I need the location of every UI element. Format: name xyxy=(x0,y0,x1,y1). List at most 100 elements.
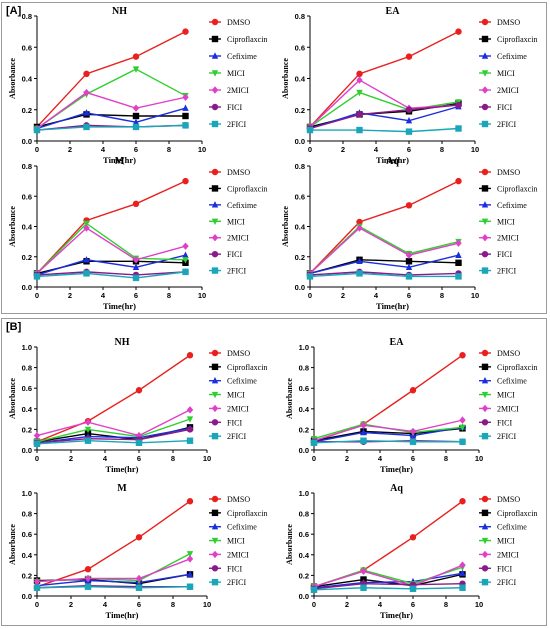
series-line-fici xyxy=(313,582,463,590)
legend-marker xyxy=(211,52,219,59)
legend-marker xyxy=(481,218,489,225)
data-point-cefixime xyxy=(356,257,363,264)
legend-label: Cefixime xyxy=(227,201,257,210)
legend-marker xyxy=(481,168,489,176)
legend-marker xyxy=(211,349,219,357)
x-tick-label: 10 xyxy=(471,291,479,300)
x-tick-label: 4 xyxy=(101,145,106,154)
data-point-fici xyxy=(405,106,413,113)
y-tick-label: 0.4 xyxy=(22,551,33,560)
data-point-2fici xyxy=(33,440,41,448)
x-tick-label: 8 xyxy=(171,600,175,609)
series-line-fici xyxy=(36,271,186,276)
data-point-2fici xyxy=(310,586,318,594)
data-point-2fici xyxy=(409,585,417,592)
x-tick-label: 4 xyxy=(374,145,379,154)
data-point-2mici xyxy=(409,427,417,436)
legend-label: 2FICI xyxy=(227,267,246,276)
legend: DMSO Ciproflaxcin Cefixime MICI 2MICI FICI 2FI… xyxy=(479,349,537,441)
series-line-fici xyxy=(309,104,459,130)
data-point-cefixime xyxy=(459,569,466,577)
legend-marker xyxy=(481,404,489,413)
y-tick-label: 0.8 xyxy=(295,162,305,171)
series-line-2mici xyxy=(309,227,459,274)
series-line-2mici xyxy=(36,409,191,437)
legend-label: DMSO xyxy=(497,18,520,27)
y-tick-label: 0.6 xyxy=(22,530,32,539)
panel-a: [A] xyxy=(1,2,547,314)
series-line-mici xyxy=(36,418,191,443)
legend-label: Cefixime xyxy=(497,52,527,61)
legend: DMSO Ciproflaxcin Cefixime MICI 2MICI FICI 2FI… xyxy=(479,168,537,276)
data-point-mici xyxy=(186,551,194,558)
legend-marker xyxy=(211,509,219,517)
y-tick-label: 0.2 xyxy=(22,571,32,580)
chart-title: NH xyxy=(112,6,127,17)
data-point-2fici xyxy=(135,439,143,446)
data-point-2mici xyxy=(360,421,367,429)
data-point-2mici xyxy=(459,561,466,569)
legend-marker xyxy=(211,363,219,371)
legend-label: 2MICI xyxy=(497,86,519,95)
y-tick-label: 0.6 xyxy=(295,192,305,201)
x-tick-label: 4 xyxy=(103,454,108,463)
data-point-2mici xyxy=(33,577,41,586)
data-point-mici xyxy=(182,257,189,264)
y-tick-label: 0.4 xyxy=(22,405,33,414)
series-line-2fici xyxy=(36,271,186,279)
series-line-2fici xyxy=(310,127,459,133)
x-tick-label: 2 xyxy=(68,145,72,154)
legend-marker xyxy=(481,18,489,26)
legend-marker xyxy=(481,377,489,384)
legend-marker xyxy=(481,52,489,59)
y-tick-label: 0.4 xyxy=(299,405,310,414)
legend-label: Ciproflaxcin xyxy=(497,363,537,372)
legend: DMSO Ciproflaxcin Cefixime MICI 2MICI FICI 2FI… xyxy=(209,18,267,129)
y-tick-label: 1.0 xyxy=(299,343,309,352)
x-tick-label: 10 xyxy=(198,145,206,154)
chart-title: Aq xyxy=(390,483,403,494)
y-tick-label: 0.0 xyxy=(299,592,309,601)
series-line-cefixime xyxy=(313,572,463,589)
data-point-ciproflaxcin xyxy=(455,259,462,266)
legend-label: Cefixime xyxy=(227,52,257,61)
legend-marker xyxy=(211,377,219,384)
x-tick-label: 8 xyxy=(444,454,448,463)
legend-marker xyxy=(481,537,489,545)
legend-marker xyxy=(481,419,489,426)
legend-label: Ciproflaxcin xyxy=(227,363,267,372)
legend-label: MICI xyxy=(227,537,245,546)
data-point-dmso xyxy=(356,70,363,78)
legend-label: 2MICI xyxy=(497,404,519,413)
legend-marker xyxy=(481,250,489,258)
legend-marker xyxy=(211,432,219,440)
data-point-cefixime xyxy=(405,263,413,271)
chart-a-aq: Aq 0.0 0.2 0.4 0.6 0.8 0 2 4 6 8 10 Time(hr) Absorban… xyxy=(281,156,537,311)
x-tick-label: 6 xyxy=(407,291,411,300)
y-tick-label: 0.8 xyxy=(299,510,309,519)
y-tick-label: 0.2 xyxy=(22,106,32,115)
legend-marker xyxy=(211,168,219,176)
legend-label: Ciproflaxcin xyxy=(497,35,537,44)
series-line-2fici xyxy=(36,586,191,589)
y-tick-label: 0.0 xyxy=(22,592,32,601)
x-tick-label: 4 xyxy=(378,454,383,463)
x-tick-label: 8 xyxy=(167,145,171,154)
panel-b-label: [B] xyxy=(6,321,22,333)
y-tick-label: 1.0 xyxy=(22,343,32,352)
legend-label: MICI xyxy=(497,217,515,226)
x-tick-label: 10 xyxy=(203,600,211,609)
data-point-cefixime xyxy=(83,256,90,263)
x-tick-label: 10 xyxy=(475,454,483,463)
data-point-mici xyxy=(459,424,466,432)
x-tick-label: 2 xyxy=(68,291,72,300)
legend-marker xyxy=(481,495,489,503)
x-axis-label: Time(hr) xyxy=(376,155,409,165)
x-tick-label: 6 xyxy=(137,600,141,609)
data-point-2mici xyxy=(182,93,189,101)
data-point-dmso xyxy=(84,566,92,573)
legend-marker xyxy=(481,70,489,77)
panel-b: [B] xyxy=(1,318,547,626)
legend-label: FICI xyxy=(497,250,512,259)
legend-marker xyxy=(211,523,219,530)
